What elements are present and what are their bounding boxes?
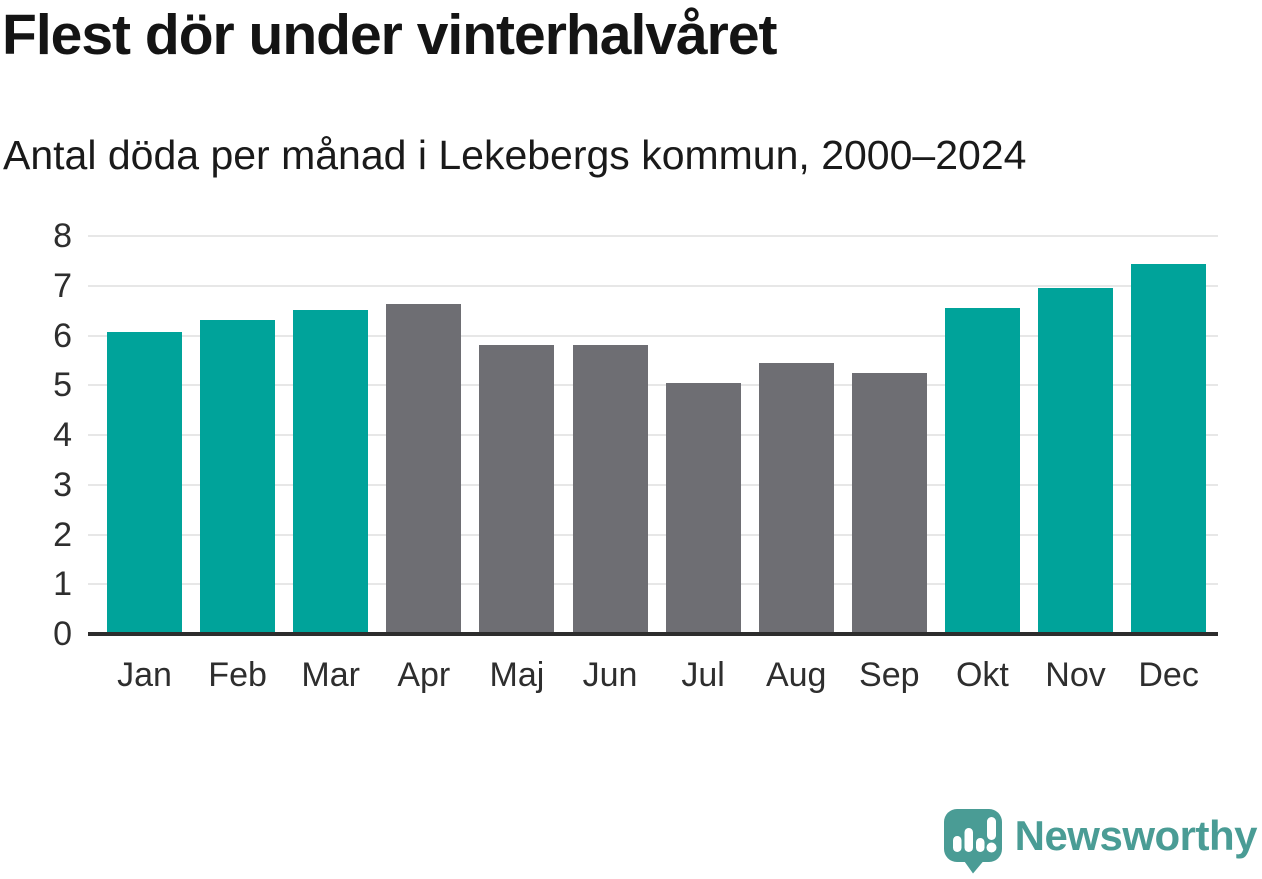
x-tick-label-feb: Feb — [208, 656, 267, 694]
x-tick-label-nov: Nov — [1045, 656, 1106, 694]
bar-aug — [758, 363, 834, 634]
bar-mar — [293, 309, 369, 634]
bar-maj — [479, 345, 555, 634]
bar-feb — [200, 319, 276, 634]
gridline-y8 — [88, 235, 1218, 237]
x-tick-label-jul: Jul — [681, 656, 725, 694]
y-tick-label-0: 0 — [53, 615, 72, 653]
bar-apr — [386, 303, 462, 634]
y-tick-label-7: 7 — [53, 266, 72, 305]
y-tick-label-8: 8 — [53, 217, 72, 255]
y-axis-labels: 0 1 2 3 4 5 6 7 8 — [0, 219, 72, 651]
bar-okt — [944, 307, 1020, 634]
x-tick-label-dec: Dec — [1138, 656, 1199, 694]
gridline-y4 — [88, 434, 1218, 436]
gridline-y2 — [88, 533, 1218, 536]
chart-subtitle: Antal döda per månad i Lekebergs kommun,… — [3, 132, 1027, 178]
y-tick-label-5: 5 — [53, 366, 72, 405]
y-tick-label-2: 2 — [53, 515, 72, 554]
newsworthy-logo-icon — [943, 809, 1002, 874]
gridline-y5 — [88, 384, 1218, 387]
bar-sep — [851, 373, 927, 634]
x-tick-label-mar: Mar — [301, 656, 360, 694]
gridline-y7 — [88, 284, 1218, 287]
gridline-y3 — [88, 483, 1218, 486]
bar-nov — [1038, 287, 1113, 634]
x-tick-label-okt: Okt — [955, 656, 1009, 694]
bar-jun — [572, 345, 648, 634]
gridline-y1 — [88, 583, 1218, 586]
x-tick-label-jan: Jan — [117, 656, 172, 694]
x-tick-label-apr: Apr — [397, 656, 451, 694]
x-axis-line — [88, 632, 1218, 636]
y-tick-label-6: 6 — [53, 316, 72, 355]
x-tick-label-aug: Aug — [765, 656, 827, 694]
x-tick-label-maj: Maj — [489, 656, 545, 694]
chart-title: Flest dör under vinterhalvåret — [2, 3, 778, 67]
gridline-y6 — [88, 334, 1218, 337]
y-tick-label-3: 3 — [53, 465, 72, 504]
plot-area — [88, 235, 1218, 636]
x-tick-label-jun: Jun — [582, 656, 638, 694]
x-axis-labels: Jan Feb Mar Apr Maj Jun Jul Aug Sep Okt Nov Dec — [88, 658, 1218, 702]
newsworthy-logo-text: Newsworthy — [1014, 812, 1258, 859]
bar-jul — [665, 383, 741, 634]
bar-jan — [107, 331, 182, 634]
y-tick-label-4: 4 — [53, 416, 72, 454]
bar-dec — [1131, 263, 1207, 634]
y-tick-label-1: 1 — [53, 565, 72, 604]
newsworthy-logo: Newsworthy — [942, 808, 1258, 874]
x-tick-label-sep: Sep — [859, 656, 920, 694]
